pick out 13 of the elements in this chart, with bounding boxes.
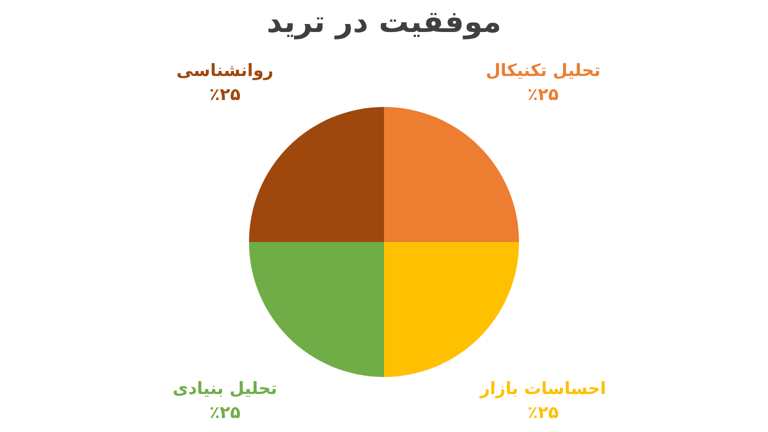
pie-slice: [384, 107, 519, 242]
data-label: ٪۲۵: [209, 403, 240, 424]
pie-slice: [384, 242, 519, 377]
data-label: ٪۲۵: [528, 84, 559, 105]
slice-label: روانشناسی: [176, 60, 274, 81]
chart-title: موفقیت در ترید: [266, 5, 502, 40]
data-label: ٪۲۵: [209, 84, 240, 105]
data-label: ٪۲۵: [528, 403, 559, 424]
slice-label: تحلیل تکنیکال: [486, 60, 600, 81]
slice-label: احساسات بازار: [479, 379, 606, 400]
pie-slice: [249, 107, 384, 242]
slice-label: تحلیل بنیادی: [172, 379, 278, 400]
pie-slice: [249, 242, 384, 377]
